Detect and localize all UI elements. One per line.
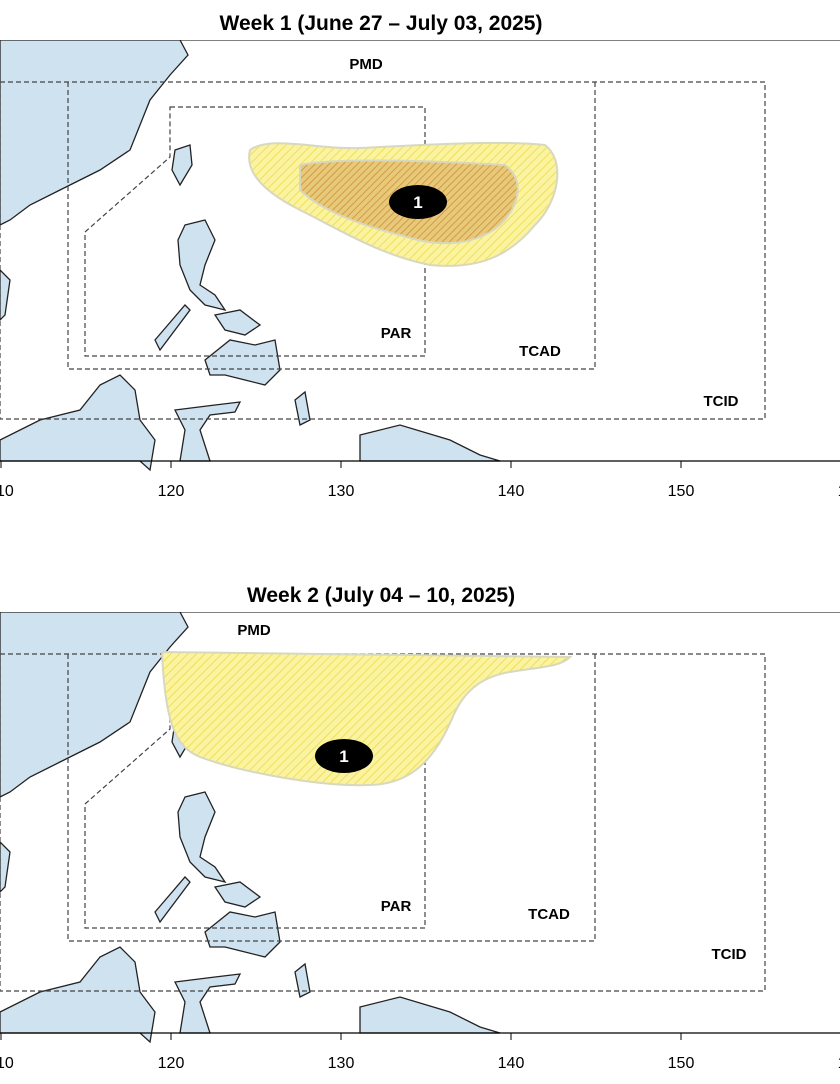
x-tick-label: 120 — [158, 483, 185, 500]
x-tick-label: 160 — [838, 1055, 840, 1072]
x-tick-label: 150 — [668, 1055, 695, 1072]
region-label: PMD — [349, 56, 383, 73]
land — [213, 309, 262, 336]
land — [359, 996, 501, 1034]
tc-number: 1 — [413, 193, 422, 212]
tc-marker — [389, 185, 447, 219]
land — [0, 269, 11, 321]
par-boundary — [84, 106, 426, 357]
land — [154, 304, 191, 352]
land — [0, 841, 11, 893]
panel-title: Week 1 (June 27 – July 03, 2025) — [220, 12, 543, 35]
tc-number: 1 — [339, 747, 348, 766]
par-boundary — [84, 678, 426, 929]
tcid-box — [0, 81, 766, 420]
land — [177, 791, 227, 884]
land — [204, 911, 281, 958]
land — [0, 40, 189, 226]
land — [294, 962, 311, 998]
x-tick-label: 130 — [328, 483, 355, 500]
region-label: TCAD — [519, 343, 561, 360]
land — [174, 973, 242, 1034]
x-tick-label: 150 — [668, 483, 695, 500]
land — [154, 876, 191, 924]
land — [204, 339, 281, 386]
land — [0, 946, 156, 1044]
region-label: PMD — [237, 622, 271, 639]
x-tick-label: 130 — [328, 1055, 355, 1072]
land — [294, 390, 311, 426]
x-tick-label: 160 — [838, 483, 840, 500]
land — [0, 612, 189, 798]
land — [174, 401, 242, 462]
tc-marker — [315, 739, 373, 773]
x-tick-label: 110 — [0, 1055, 14, 1072]
region-label: TCID — [712, 946, 747, 963]
region-label: PAR — [381, 325, 412, 342]
region-label: PAR — [381, 898, 412, 915]
land — [213, 881, 262, 908]
tc-zone — [160, 650, 573, 787]
x-tick-label: 120 — [158, 1055, 185, 1072]
map-panel: 1 PMD PAR TCAD TCID 110 120 130 140 150 160 — [0, 612, 840, 1072]
land — [177, 219, 227, 312]
x-tick-label: 110 — [0, 483, 14, 500]
land — [171, 144, 193, 187]
tcid-box — [0, 653, 766, 992]
land — [0, 374, 156, 472]
panel-title: Week 2 (July 04 – 10, 2025) — [247, 584, 515, 607]
x-tick-label: 140 — [498, 1055, 525, 1072]
land — [359, 424, 501, 462]
region-label: TCAD — [528, 906, 570, 923]
x-tick-label: 140 — [498, 483, 525, 500]
region-label: TCID — [704, 393, 739, 410]
map-panel: 1 PMD PAR TCAD TCID 110 120 130 140 150 160 — [0, 40, 840, 500]
